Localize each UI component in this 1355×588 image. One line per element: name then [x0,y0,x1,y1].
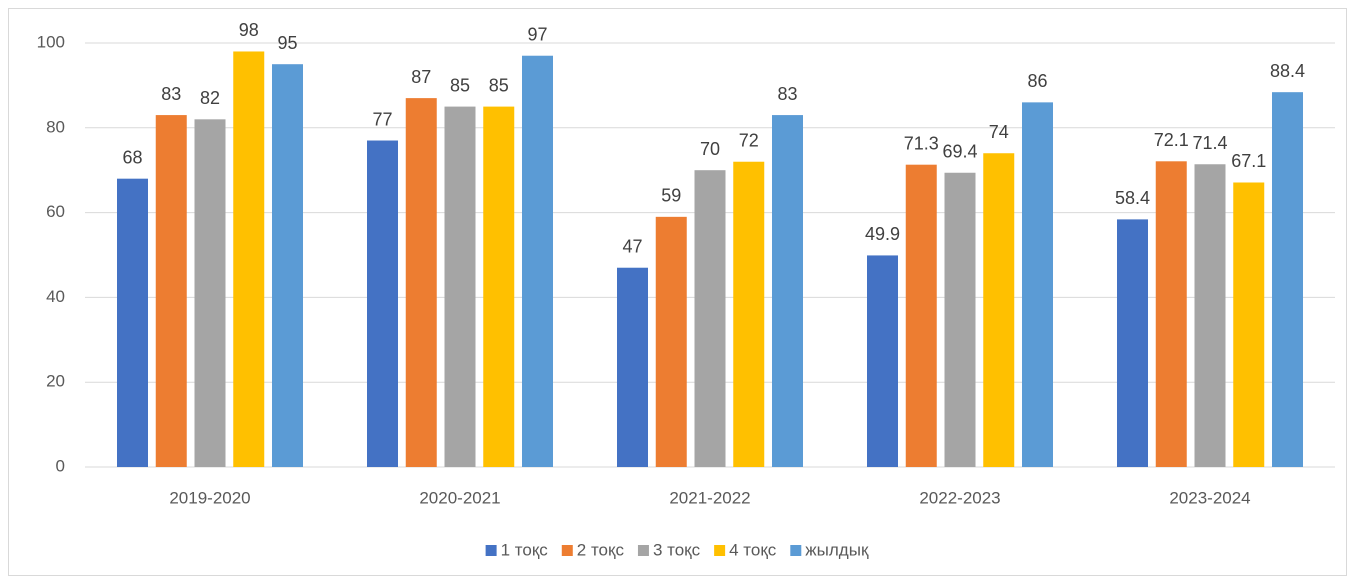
value-label: 88.4 [1270,61,1305,81]
bar [233,51,265,467]
value-label: 98 [239,20,259,40]
bar [483,106,515,467]
value-label: 47 [622,236,642,256]
legend-swatch [485,545,497,556]
value-label: 83 [777,84,797,104]
value-label: 77 [372,109,392,129]
legend-swatch [561,545,573,556]
value-label: 72.1 [1154,130,1189,150]
value-label: 69.4 [942,141,977,161]
legend-label: 4 тоқс [729,540,777,559]
bar [983,153,1015,468]
legend-label: жылдық [805,540,869,559]
value-label: 85 [489,75,509,95]
bar [1022,102,1053,468]
bar [155,115,187,467]
bar [1272,92,1303,468]
bar [444,106,476,467]
legend-swatch [637,545,649,556]
x-tick-label: 2021-2022 [669,488,750,507]
bar [1233,182,1265,467]
bar [272,64,303,467]
y-tick-label: 100 [37,32,65,51]
value-label: 67.1 [1231,151,1266,171]
value-label: 49.9 [865,224,900,244]
x-tick-label: 2020-2021 [419,488,500,507]
legend-label: 1 тоқс [501,540,549,559]
value-label: 95 [277,33,297,53]
bar [194,119,226,467]
y-tick-label: 0 [56,456,65,475]
value-label: 59 [661,186,681,206]
bar [1155,161,1187,467]
value-label: 82 [200,88,220,108]
legend-swatch [790,545,802,556]
bar [655,216,687,467]
value-label: 71.4 [1192,133,1227,153]
y-tick-label: 60 [46,202,65,221]
bar [367,140,398,467]
value-label: 83 [161,84,181,104]
value-label: 68 [122,147,142,167]
value-label: 86 [1027,71,1047,91]
bar [1194,164,1226,468]
bar [694,170,726,467]
legend-swatch [714,545,726,556]
x-tick-label: 2022-2023 [919,488,1000,507]
bar [772,115,803,467]
bar [617,267,648,467]
value-label: 85 [450,75,470,95]
value-label: 97 [527,24,547,44]
bar [944,172,976,467]
y-tick-label: 20 [46,372,65,391]
x-tick-label: 2019-2020 [169,488,250,507]
bar [867,255,898,467]
legend-label: 2 тоқс [577,540,625,559]
y-tick-label: 40 [46,287,65,306]
value-label: 70 [700,139,720,159]
y-tick-label: 80 [46,117,65,136]
value-label: 87 [411,67,431,87]
value-label: 74 [989,122,1009,142]
bar [905,164,937,468]
bar [405,98,437,468]
bar [733,161,765,467]
bar [1117,219,1148,467]
x-tick-label: 2023-2024 [1169,488,1250,507]
bar [117,178,148,467]
value-label: 72 [739,130,759,150]
legend-label: 3 тоқс [653,540,701,559]
value-label: 71.3 [904,133,939,153]
bar [522,55,553,467]
value-label: 58.4 [1115,188,1150,208]
